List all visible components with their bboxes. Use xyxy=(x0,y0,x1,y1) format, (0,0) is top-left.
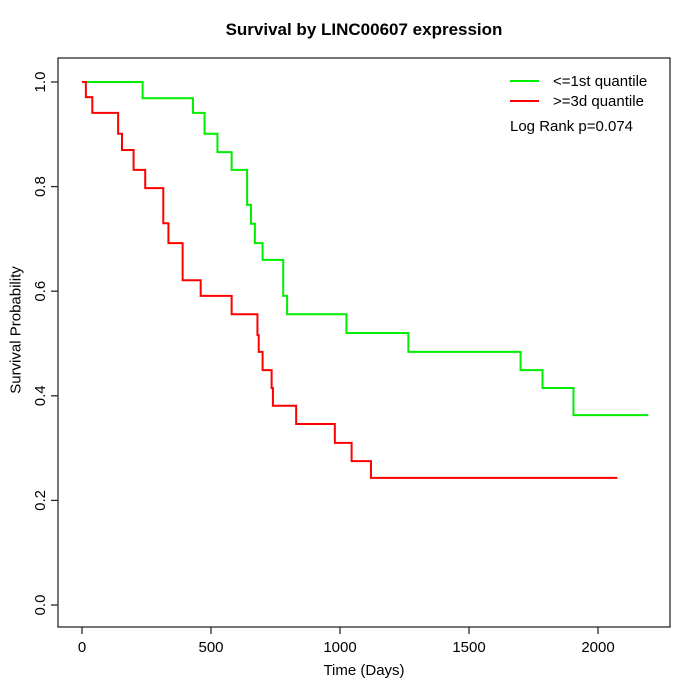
green-line-swatch xyxy=(510,80,539,82)
x-tick-label: 2000 xyxy=(581,639,614,656)
legend: <=1st quantile >=3d quantile xyxy=(510,71,647,111)
log-rank-p-value: Log Rank p=0.074 xyxy=(510,118,634,135)
legend-label: <=1st quantile xyxy=(553,72,648,90)
red-line-swatch xyxy=(510,100,539,102)
y-tick-label: 0.4 xyxy=(32,385,49,406)
x-axis-label: Time (Days) xyxy=(323,662,405,679)
chart-title: Survival by LINC00607 expression xyxy=(225,20,503,39)
x-tick-label: 0 xyxy=(78,639,86,656)
x-tick-label: 1000 xyxy=(323,639,356,656)
legend-item-first-quantile: <=1st quantile xyxy=(510,71,647,91)
y-tick-label: 0.8 xyxy=(32,176,49,197)
x-tick-label: 500 xyxy=(198,639,223,656)
y-tick-label: 0.6 xyxy=(32,281,49,302)
legend-label: >=3d quantile xyxy=(553,92,644,110)
survival-curve-red xyxy=(82,81,618,479)
y-tick-label: 1.0 xyxy=(32,72,49,93)
legend-item-third-quantile: >=3d quantile xyxy=(510,91,647,111)
y-tick-label: 0.2 xyxy=(32,490,49,511)
plot-box xyxy=(57,57,671,628)
y-tick-label: 0.0 xyxy=(32,595,49,616)
survival-curve-green xyxy=(82,81,649,417)
x-tick-label: 1500 xyxy=(452,639,485,656)
